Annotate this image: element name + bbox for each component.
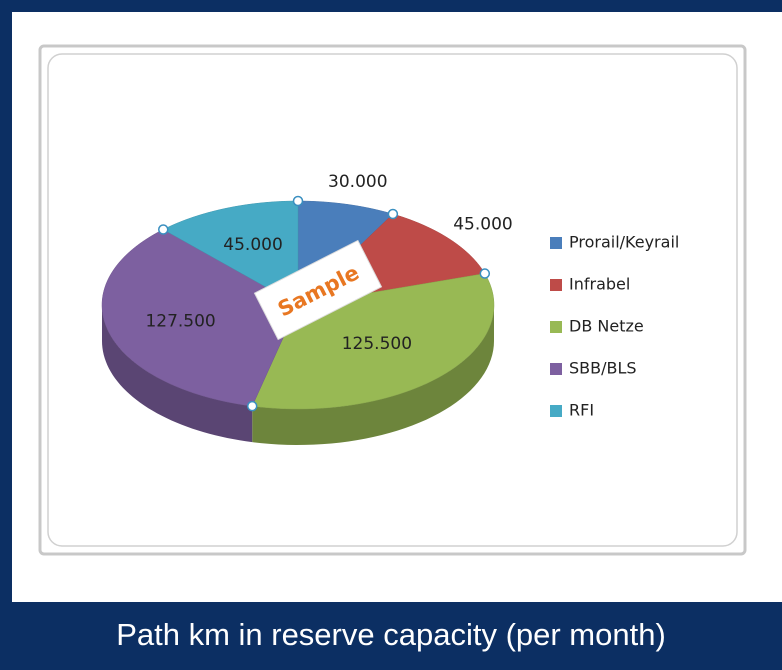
- legend-label: RFI: [569, 401, 594, 420]
- slice-side: [102, 305, 253, 443]
- legend-label: Infrabel: [569, 275, 630, 294]
- slice: [101, 229, 299, 407]
- selection-handle: [158, 224, 169, 235]
- watermark-box: [253, 239, 383, 341]
- slice-side: [252, 305, 494, 445]
- legend-label: SBB/BLS: [569, 359, 637, 378]
- data-label: 127.500: [145, 312, 215, 332]
- selection-handle: [387, 208, 399, 220]
- legend-swatch: [550, 237, 562, 249]
- legend-swatch: [550, 363, 562, 375]
- legend-swatch: [550, 279, 562, 291]
- data-label: 45.000: [453, 215, 512, 235]
- slice: [162, 200, 299, 306]
- legend-label: Prorail/Keyrail: [569, 233, 679, 252]
- data-label: 125.500: [342, 334, 412, 354]
- selection-handle: [246, 400, 258, 412]
- selection-handle: [479, 268, 491, 279]
- legend-swatch: [550, 321, 562, 333]
- legend-label: DB Netze: [569, 317, 644, 336]
- data-label: 30.000: [328, 172, 387, 192]
- selection-handle: [292, 195, 304, 207]
- data-label: 45.000: [223, 235, 282, 255]
- pie: 30.000 45.000 125.500 127.500 45.000: [101, 172, 513, 445]
- legend-swatch: [550, 405, 562, 417]
- chart-title: Path km in reserve capacity (per month): [116, 617, 666, 652]
